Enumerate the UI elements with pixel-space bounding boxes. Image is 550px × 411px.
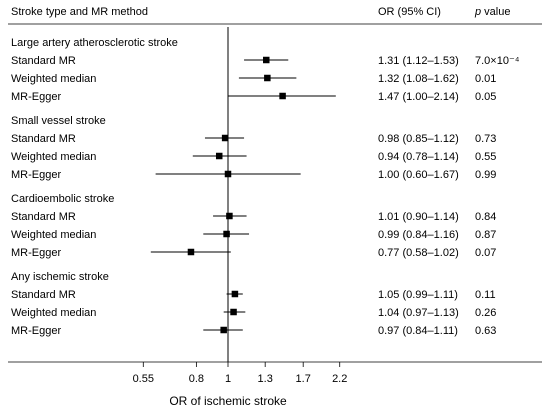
point-estimate — [215, 152, 223, 160]
method-label: MR-Egger — [11, 169, 61, 181]
p-column-header-italic: p — [474, 6, 481, 18]
table-row: Standard MR 0.98 (0.85–1.12) 0.73 — [11, 133, 496, 145]
p-value: 0.55 — [475, 151, 496, 163]
group: Cardioembolic stroke Standard MR 1.01 (0.9… — [11, 193, 496, 259]
table-row: Standard MR 1.31 (1.12–1.53) 7.0×10⁻⁴ — [11, 55, 520, 67]
p-value: 0.84 — [475, 211, 496, 223]
point-estimate — [230, 308, 237, 316]
p-value: 0.73 — [475, 133, 496, 145]
p-value: 0.05 — [475, 91, 496, 103]
x-axis-label: OR of ischemic stroke — [169, 394, 287, 408]
or-ci-value: 1.31 (1.12–1.53) — [378, 55, 459, 67]
tick-label: 1.7 — [296, 373, 311, 385]
tick-label: 1.3 — [258, 373, 273, 385]
point-estimate — [224, 170, 232, 178]
table-header: Stroke type and MR method OR (95% CI) p … — [11, 6, 510, 18]
tick-label: 2.2 — [332, 373, 347, 385]
method-label: MR-Egger — [11, 91, 61, 103]
label-column-header: Stroke type and MR method — [11, 6, 148, 18]
or-ci-value: 1.00 (0.60–1.67) — [378, 169, 459, 181]
group: Small vessel stroke Standard MR 0.98 (0.85… — [11, 115, 496, 181]
table-row: Weighted median 1.04 (0.97–1.13) 0.26 — [11, 307, 496, 319]
p-value: 0.63 — [475, 325, 496, 337]
method-label: MR-Egger — [11, 247, 61, 259]
or-ci-value: 1.01 (0.90–1.14) — [378, 211, 459, 223]
p-value: 0.07 — [475, 247, 496, 259]
or-ci-value: 0.99 (0.84–1.16) — [378, 229, 459, 241]
method-label: MR-Egger — [11, 325, 61, 337]
method-label: Weighted median — [11, 307, 96, 319]
x-axis-ticks: 0.55 0.8 1 1.3 1.7 2.2 — [133, 362, 347, 385]
p-value: 0.99 — [475, 169, 496, 181]
method-label: Weighted median — [11, 73, 96, 85]
method-label: Standard MR — [11, 55, 76, 67]
or-ci-value: 1.04 (0.97–1.13) — [378, 307, 459, 319]
table-row: MR-Egger 0.97 (0.84–1.11) 0.63 — [11, 325, 496, 337]
p-value: 7.0×10⁻⁴ — [475, 55, 520, 67]
tick-label: 0.55 — [133, 373, 154, 385]
point-estimate — [187, 248, 195, 256]
table-row: Weighted median 1.32 (1.08–1.62) 0.01 — [11, 73, 496, 85]
table-row: MR-Egger 1.00 (0.60–1.67) 0.99 — [11, 169, 496, 181]
or-ci-value: 0.77 (0.58–1.02) — [378, 247, 459, 259]
or-ci-value: 0.94 (0.78–1.14) — [378, 151, 459, 163]
point-estimate — [220, 326, 227, 334]
table-row: Weighted median 0.99 (0.84–1.16) 0.87 — [11, 229, 496, 241]
or-ci-value: 1.47 (1.00–2.14) — [378, 91, 459, 103]
point-estimate — [223, 230, 230, 238]
tick-label: 0.8 — [189, 373, 204, 385]
method-label: Weighted median — [11, 229, 96, 241]
point-estimate — [279, 92, 286, 100]
tick-label: 1 — [225, 373, 231, 385]
point-estimate — [231, 290, 239, 298]
table-row: MR-Egger 0.77 (0.58–1.02) 0.07 — [11, 247, 496, 259]
p-value: 0.26 — [475, 307, 496, 319]
group-title: Large artery atherosclerotic stroke — [11, 37, 178, 49]
point-estimate — [263, 56, 270, 64]
group-title: Cardioembolic stroke — [11, 193, 114, 205]
p-column-header-rest: value — [481, 6, 510, 18]
method-label: Standard MR — [11, 289, 76, 301]
rows-layer: Large artery atherosclerotic stroke Stand… — [11, 37, 520, 337]
point-estimate — [221, 134, 229, 142]
table-row: MR-Egger 1.47 (1.00–2.14) 0.05 — [11, 91, 496, 103]
table-row: Standard MR 1.01 (0.90–1.14) 0.84 — [11, 211, 496, 223]
p-column-header: p value — [474, 6, 510, 18]
table-row: Weighted median 0.94 (0.78–1.14) 0.55 — [11, 151, 496, 163]
or-ci-value: 1.32 (1.08–1.62) — [378, 73, 459, 85]
point-estimate — [226, 212, 233, 220]
method-label: Weighted median — [11, 151, 96, 163]
table-row: Standard MR 1.05 (0.99–1.11) 0.11 — [11, 289, 496, 301]
point-estimate — [264, 74, 271, 82]
p-value: 0.01 — [475, 73, 496, 85]
or-column-header: OR (95% CI) — [378, 6, 441, 18]
method-label: Standard MR — [11, 211, 76, 223]
p-value: 0.87 — [475, 229, 496, 241]
or-ci-value: 0.97 (0.84–1.11) — [378, 325, 458, 337]
or-ci-value: 1.05 (0.99–1.11) — [378, 289, 458, 301]
p-value: 0.11 — [475, 289, 496, 301]
group: Large artery atherosclerotic stroke Stand… — [11, 37, 520, 103]
method-label: Standard MR — [11, 133, 76, 145]
or-ci-value: 0.98 (0.85–1.12) — [378, 133, 459, 145]
group-title: Small vessel stroke — [11, 115, 106, 127]
group-title: Any ischemic stroke — [11, 271, 109, 283]
group: Any ischemic stroke Standard MR 1.05 (0.99… — [11, 271, 496, 337]
